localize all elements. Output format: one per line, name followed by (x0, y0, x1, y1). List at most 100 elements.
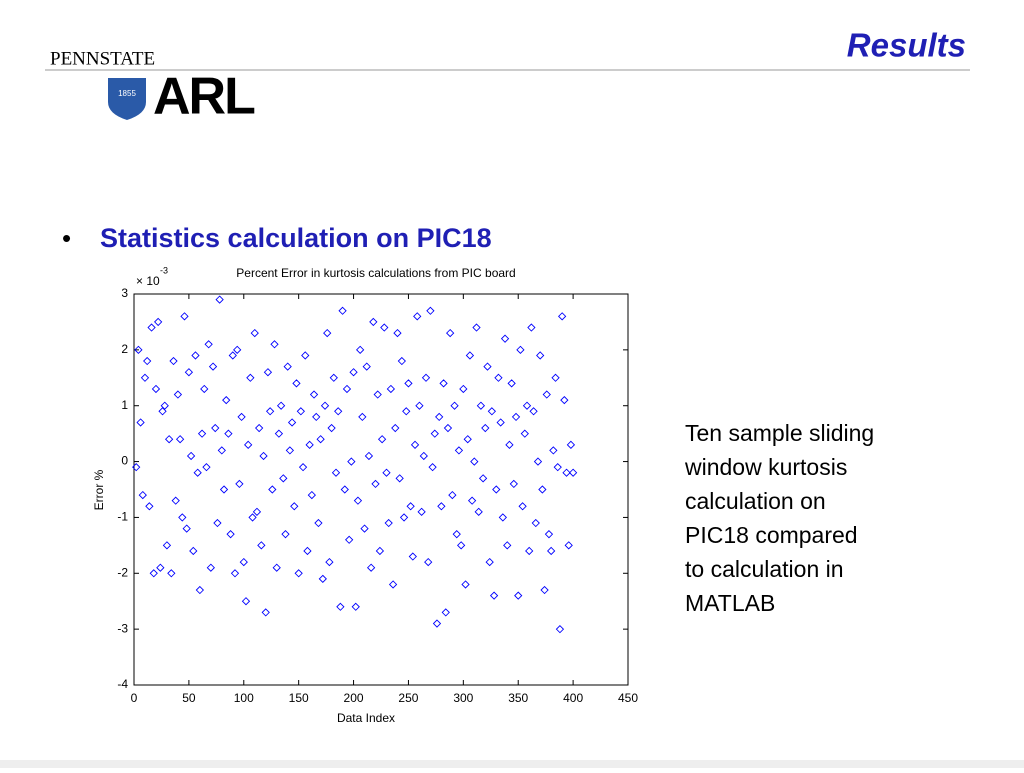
point (503, 541, 512, 550)
y-tick-label: -3 (117, 621, 128, 635)
point (215, 295, 224, 304)
y-multiplier: × 10 (136, 274, 160, 288)
plot: 0 50 100 150 200 250 300 350 400 450 -4 -3 -2 -1 0 1 2 3 P… (92, 265, 638, 725)
point (408, 552, 417, 561)
point (404, 379, 413, 388)
point (399, 513, 409, 522)
point (195, 585, 205, 595)
x-tick-label: 350 (508, 691, 528, 705)
point (393, 328, 402, 338)
point (472, 323, 481, 332)
point (143, 356, 152, 366)
point (461, 580, 470, 589)
point (428, 463, 437, 472)
point (175, 435, 185, 444)
point (369, 317, 378, 327)
point (173, 390, 183, 399)
point (476, 401, 486, 410)
point (347, 457, 356, 466)
x-tick-label: 400 (563, 691, 583, 705)
point (397, 356, 406, 366)
point (384, 518, 393, 528)
bullet-text: Statistics calculation on PIC18 (100, 223, 492, 253)
point (307, 490, 316, 500)
point (158, 407, 167, 416)
point (467, 496, 477, 505)
point (164, 435, 174, 444)
note-line: PIC18 compared (685, 522, 858, 548)
note-line: Ten sample sliding (685, 420, 874, 446)
point (507, 379, 516, 388)
logo-main: ARL (153, 68, 255, 126)
point (380, 323, 389, 332)
point (441, 608, 450, 617)
y-axis-label: Error % (92, 469, 106, 510)
point (419, 451, 428, 461)
bullet-dot: • (62, 223, 71, 253)
point (478, 474, 488, 483)
point (239, 557, 248, 567)
point (338, 306, 347, 315)
point (364, 451, 374, 461)
point (250, 328, 259, 338)
point (193, 468, 202, 477)
point (167, 569, 176, 578)
note-line: calculation on (685, 488, 826, 514)
x-tick-label: 450 (618, 691, 638, 705)
point (430, 429, 439, 438)
point (388, 580, 398, 589)
point (217, 446, 226, 455)
point (171, 496, 180, 505)
y-tick-label: 1 (121, 398, 128, 412)
point (255, 423, 264, 433)
point (500, 334, 510, 343)
point (301, 351, 310, 360)
point (279, 474, 288, 483)
y-tick-label: -1 (117, 510, 128, 524)
point (342, 384, 352, 394)
point (463, 435, 472, 444)
point (272, 563, 281, 572)
point (244, 440, 253, 449)
point (189, 546, 198, 556)
point (360, 524, 369, 533)
x-tick-label: 150 (289, 691, 309, 705)
point (487, 407, 497, 416)
point (259, 451, 268, 461)
point (160, 401, 169, 410)
point (492, 485, 501, 494)
point (557, 312, 567, 321)
point (566, 440, 576, 449)
point (316, 435, 325, 444)
point (331, 468, 341, 477)
point (303, 546, 312, 556)
point (547, 546, 556, 556)
point (439, 379, 448, 388)
point (186, 451, 196, 461)
point (470, 457, 479, 466)
point (553, 463, 562, 472)
point (336, 602, 345, 611)
point (560, 395, 569, 405)
logo-top: PENNSTATE (50, 48, 155, 69)
point (562, 468, 571, 477)
point (147, 323, 156, 332)
point (211, 423, 220, 433)
point (540, 585, 549, 595)
point (371, 479, 380, 489)
y-tick-label: -4 (117, 677, 128, 691)
point (132, 463, 141, 472)
point (305, 440, 314, 449)
point (287, 418, 297, 427)
point (263, 368, 273, 377)
point (481, 423, 490, 433)
chart-title: Percent Error in kurtosis calculations f… (236, 266, 515, 280)
point (151, 384, 161, 394)
point (544, 530, 554, 539)
x-tick-label: 250 (398, 691, 418, 705)
note: Ten sample sliding window kurtosis calcula… (684, 420, 874, 616)
point (498, 513, 507, 522)
point (520, 429, 529, 438)
point (351, 602, 360, 611)
